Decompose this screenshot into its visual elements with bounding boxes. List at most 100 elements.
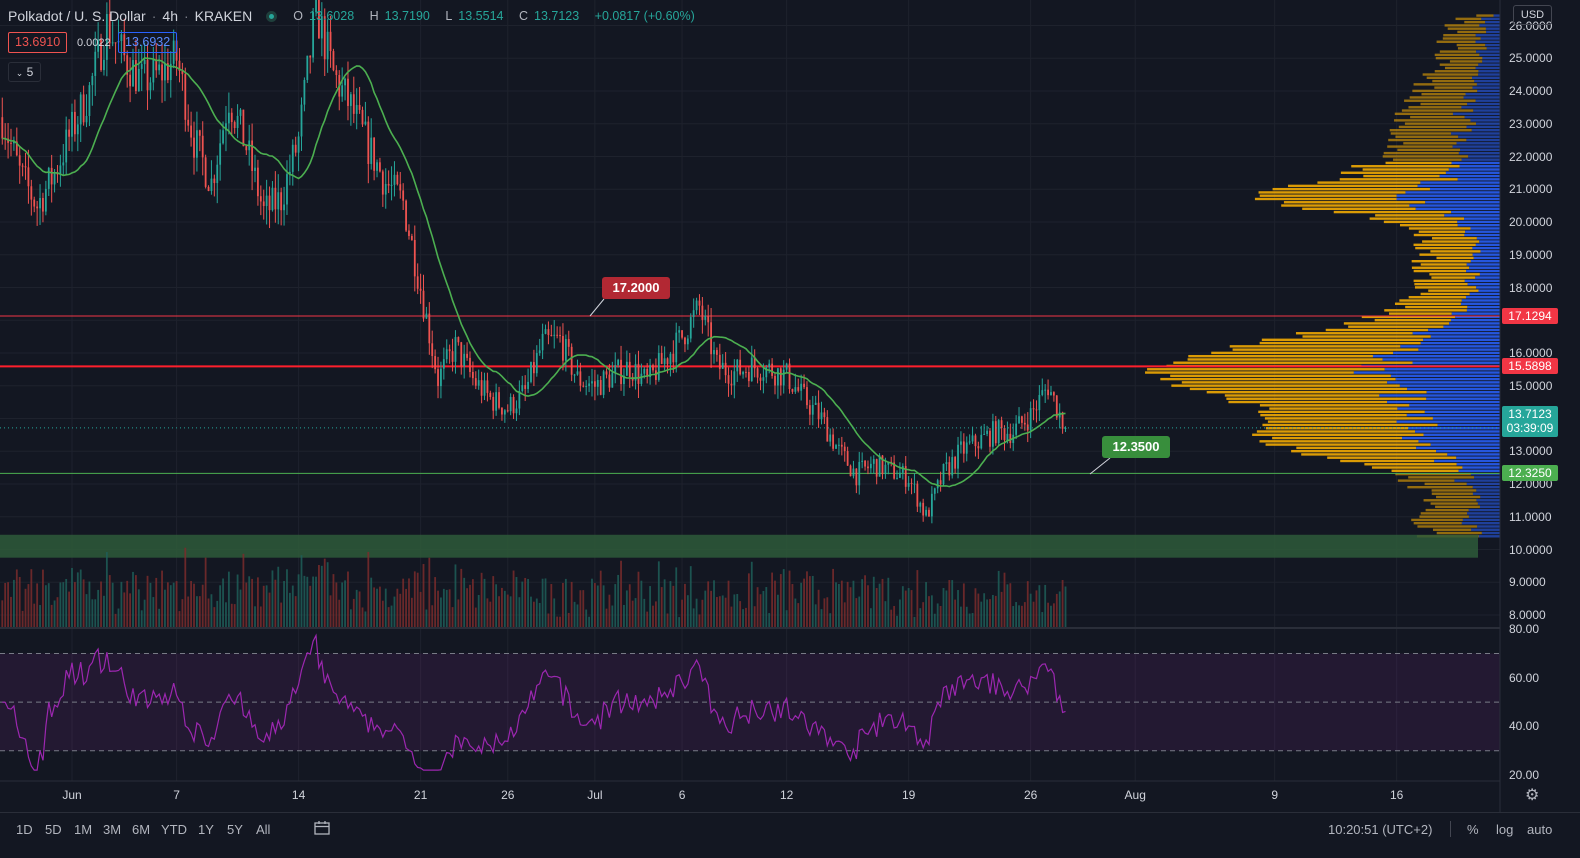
candle-body [18, 155, 21, 166]
vp-bar-down [1254, 197, 1397, 201]
vp-bar-up [1475, 34, 1500, 37]
candle-body [1000, 420, 1003, 429]
vp-bar-up [1456, 463, 1500, 466]
candle-body [942, 463, 945, 485]
vp-bar-up [1417, 184, 1500, 188]
volume-bar [556, 616, 559, 627]
candle-body [1006, 433, 1009, 441]
date-range-calendar-icon[interactable] [313, 820, 331, 836]
percent-scale-button[interactable]: % [1467, 822, 1479, 837]
vp-bar-up [1418, 348, 1500, 351]
resistance-high-tag[interactable]: 17.1294 [1502, 308, 1558, 324]
candle-body [280, 192, 283, 211]
volume-bar [945, 590, 948, 627]
vp-bar-down [1421, 92, 1466, 96]
volume-bar [550, 584, 553, 627]
candle-body [835, 445, 837, 449]
divider [1450, 821, 1451, 837]
candle-body [727, 375, 730, 384]
volume-bar [254, 606, 256, 627]
vp-bar-up [1476, 489, 1500, 492]
range-button-ytd[interactable]: YTD [161, 822, 187, 837]
volume-bar [335, 582, 338, 627]
range-button-5y[interactable]: 5Y [227, 822, 243, 837]
candle-body [599, 380, 602, 395]
volume-bar [538, 602, 541, 627]
vp-bar-up [1467, 282, 1500, 286]
volume-bar [71, 567, 73, 627]
buy-button[interactable]: 13.6932 [118, 32, 178, 53]
candle-body [1021, 416, 1023, 423]
candle-body [396, 174, 399, 185]
currency-button[interactable]: USD [1513, 5, 1552, 25]
log-scale-button[interactable]: log [1496, 822, 1514, 837]
volume-bar [1018, 605, 1020, 627]
sell-button[interactable]: 13.6910 [8, 32, 68, 53]
volume-bar [428, 557, 431, 627]
volume-bar [457, 599, 460, 627]
vp-bar-up [1480, 37, 1500, 40]
vp-bar-down [1375, 214, 1445, 217]
volume-bar [480, 572, 483, 627]
volume-bar [341, 582, 344, 627]
candle-body [341, 85, 344, 97]
candle-body [832, 434, 835, 449]
volume-bar [675, 567, 678, 627]
horizontal-levels[interactable] [0, 315, 1500, 474]
support-zone[interactable] [0, 534, 1478, 558]
price-axis-label: 24.0000 [1509, 84, 1553, 98]
vp-bar-down [1399, 223, 1458, 227]
support-tag[interactable]: 12.3250 [1502, 465, 1558, 482]
indicators-toggle[interactable]: ⌄ 5 [8, 62, 41, 82]
vp-bar-down [1414, 282, 1468, 286]
range-button-1y[interactable]: 1Y [198, 822, 214, 837]
volume-bar [329, 595, 332, 627]
candle-body [593, 381, 596, 387]
range-button-1d[interactable]: 1D [16, 822, 33, 837]
range-button-5d[interactable]: 5D [45, 822, 62, 837]
volume-bar [684, 583, 686, 627]
candle-body [126, 55, 129, 75]
volume-bar [930, 595, 933, 627]
time-axis-label: 14 [291, 788, 306, 802]
candle-body [730, 383, 733, 386]
time-axis-label: 26 [1023, 788, 1038, 802]
settings-gear-icon[interactable]: ⚙ [1525, 787, 1540, 804]
candle-body [556, 334, 559, 336]
callout-low[interactable]: 12.3500 [1102, 436, 1170, 458]
vp-bar-up [1472, 253, 1500, 256]
volume-bar [460, 568, 463, 627]
volume-bar [422, 564, 425, 627]
volume-bar [393, 596, 396, 627]
candle-body [588, 383, 590, 387]
candle-body [840, 444, 843, 447]
market-status-icon[interactable] [266, 10, 278, 22]
vp-bar-up [1480, 250, 1500, 253]
symbol-name[interactable]: Polkadot / U. S. Dollar [8, 8, 146, 24]
candle-body [986, 430, 988, 434]
candle-body [553, 334, 556, 336]
clock-timezone[interactable]: 10:20:51 (UTC+2) [1328, 822, 1433, 837]
range-button-3m[interactable]: 3M [103, 822, 122, 837]
interval-label[interactable]: 4h [162, 8, 178, 24]
auto-scale-button[interactable]: auto [1527, 822, 1553, 837]
candle-body [962, 441, 965, 454]
candle-body [210, 178, 213, 191]
resistance-low-tag[interactable]: 15.5898 [1502, 358, 1558, 375]
candle-body [1047, 389, 1049, 396]
bottom-toolbar: 1D 5D 1M 3M 6M YTD 1Y 5Y All 10:20:51 (UTC+2) % … [0, 812, 1580, 845]
candle-body [236, 115, 239, 129]
candle-body [158, 64, 161, 71]
time-axis-label: 19 [901, 788, 916, 802]
volume-bar [977, 593, 980, 627]
callout-high[interactable]: 17.2000 [602, 277, 670, 299]
range-button-6m[interactable]: 6M [132, 822, 151, 837]
range-button-all[interactable]: All [256, 822, 271, 837]
volume-bar [954, 599, 957, 627]
last-price-tag[interactable]: 13.7123 03:39:09 [1502, 406, 1558, 438]
vp-bar-up [1480, 495, 1500, 499]
candle-body [466, 353, 468, 358]
range-button-1m[interactable]: 1M [74, 822, 93, 837]
